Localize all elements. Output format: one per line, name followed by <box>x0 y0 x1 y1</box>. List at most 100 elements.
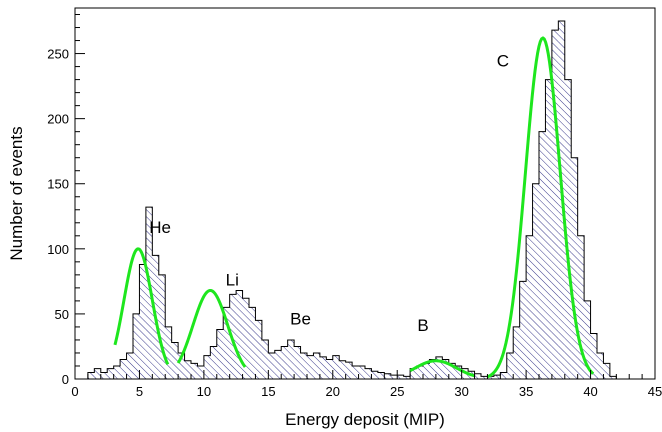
histogram-bar <box>365 368 372 379</box>
histogram-bar <box>423 363 430 379</box>
histogram-bar <box>371 371 378 379</box>
histogram-bar <box>590 333 597 379</box>
histogram-bar <box>281 346 288 379</box>
x-tick-label: 45 <box>648 384 662 399</box>
histogram-bar <box>223 307 230 379</box>
histogram-bar <box>519 281 527 379</box>
histogram-bar <box>133 313 140 379</box>
histogram-bar <box>274 350 282 379</box>
peak-label-be: Be <box>290 309 311 328</box>
histogram-bar <box>416 365 423 379</box>
histogram-bar <box>448 363 456 379</box>
histogram-bar <box>191 363 198 379</box>
histogram-bar <box>487 376 494 379</box>
histogram-bar <box>435 356 443 379</box>
histogram-bar <box>300 352 307 379</box>
histogram-bar <box>184 360 191 379</box>
histogram-bar <box>532 183 539 379</box>
histogram-bar <box>165 326 172 379</box>
histogram-bar <box>332 355 340 379</box>
histogram-bar <box>603 363 610 379</box>
x-tick-label: 10 <box>197 384 211 399</box>
histogram-bar <box>410 368 417 379</box>
y-tick-label: 50 <box>55 307 69 322</box>
histogram-bar <box>339 360 346 379</box>
histogram-bar <box>307 355 314 379</box>
histogram-bar <box>377 372 385 379</box>
histogram-bar <box>287 339 295 379</box>
histogram-bar <box>345 362 353 379</box>
plot-frame <box>74 7 656 380</box>
histogram-bar <box>268 352 275 379</box>
histogram-bar <box>171 342 179 379</box>
histogram-bar <box>539 131 546 379</box>
histogram-bar <box>145 207 153 379</box>
histogram-bar <box>609 376 617 379</box>
histogram-bar <box>255 320 262 379</box>
histogram-bar <box>216 329 224 379</box>
histogram-bar <box>493 375 501 379</box>
peak-label-b: B <box>417 316 428 335</box>
histogram-bar <box>564 79 572 379</box>
x-axis-ticks: 0 5 10 15 20 25 30 35 40 45 <box>71 370 662 399</box>
gaussian-fit-curve <box>486 36 595 379</box>
histogram-bar <box>571 157 578 379</box>
y-axis-ticks: 0 50 100 150 200 250 <box>47 14 85 387</box>
gaussian-fits <box>113 36 595 379</box>
x-tick-label: 30 <box>454 384 468 399</box>
histogram-bar <box>545 79 552 379</box>
histogram-bar <box>474 373 481 379</box>
histogram-bar <box>358 365 365 379</box>
y-tick-label: 250 <box>47 47 69 62</box>
histogram-bar <box>326 359 333 379</box>
histogram-bar <box>500 372 507 379</box>
histogram-bar <box>87 372 95 379</box>
histogram-bar <box>113 365 121 379</box>
y-axis-title: Number of events <box>7 126 26 260</box>
peak-label-he: He <box>149 218 171 237</box>
histogram-bar <box>597 352 604 379</box>
histogram-bar <box>313 352 320 379</box>
histogram-bar <box>120 359 127 379</box>
histogram-bar <box>94 368 101 379</box>
x-tick-label: 35 <box>519 384 533 399</box>
y-tick-label: 100 <box>47 242 69 257</box>
histogram-bar <box>126 352 133 379</box>
histogram-bar <box>294 346 301 379</box>
histogram-bar <box>481 376 488 379</box>
histogram-bar <box>352 365 359 379</box>
gaussian-fit-curve <box>113 247 170 365</box>
y-tick-label: 200 <box>47 112 69 127</box>
x-tick-label: 5 <box>136 384 143 399</box>
histogram-bar <box>210 346 217 379</box>
histogram-bar <box>158 274 166 379</box>
histogram-bar <box>397 375 404 379</box>
histogram-bar <box>403 376 411 379</box>
histogram-bar <box>577 235 585 379</box>
histogram-bar <box>390 375 398 379</box>
histogram-bar <box>442 359 449 379</box>
histogram-bar <box>242 298 249 379</box>
peak-label-c: C <box>497 52 509 71</box>
gaussian-fit-curve <box>409 359 476 378</box>
histogram-bar <box>429 359 436 379</box>
peak-label-li: Li <box>226 270 239 289</box>
histogram-bars <box>87 21 617 380</box>
histogram-bar <box>236 290 243 379</box>
y-tick-label: 0 <box>62 372 69 387</box>
histogram-bar <box>203 355 211 379</box>
x-tick-label: 40 <box>583 384 597 399</box>
histogram-bar <box>513 326 520 379</box>
histogram-bar <box>100 372 108 379</box>
histogram-bar <box>551 30 559 380</box>
gaussian-fit-curve <box>176 289 247 368</box>
histogram-bar <box>584 300 591 379</box>
histogram-bar <box>249 307 256 379</box>
y-tick-label: 150 <box>47 177 69 192</box>
histogram-bar <box>139 264 146 379</box>
histogram-bar <box>261 339 269 379</box>
x-axis-title: Energy deposit (MIP) <box>285 410 445 429</box>
x-tick-label: 0 <box>71 384 78 399</box>
histogram-bar <box>455 365 462 379</box>
